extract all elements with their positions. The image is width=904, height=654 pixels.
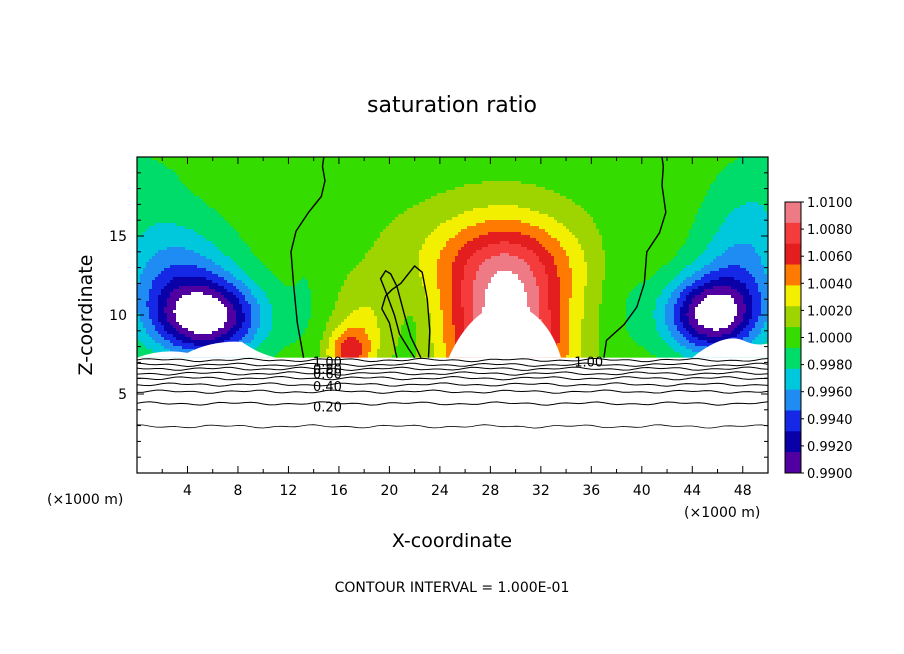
x-axis-ticks: 4 8 12 16 20 24 28 32 36 40 44 48: [161, 157, 769, 499]
colorbar-swatch: [785, 431, 801, 453]
colorbar-label: 0.9960: [807, 386, 853, 401]
colorbar-label: 0.9900: [807, 467, 853, 482]
x-tick-label: 8: [233, 483, 242, 499]
x-tick-label: 40: [633, 483, 651, 499]
x-axis-label: X-coordinate: [392, 530, 512, 552]
colorbar-swatch: [785, 306, 801, 328]
colorbar-swatch: [785, 389, 801, 411]
x-tick-label: 16: [330, 483, 348, 499]
colorbar-swatch: [785, 368, 801, 390]
x-tick-label: 44: [683, 483, 701, 499]
colorbar-label: 1.0020: [807, 304, 853, 319]
x-tick-label: 36: [582, 483, 600, 499]
contour-line: [137, 382, 768, 387]
saturation-isoline: [290, 157, 326, 358]
contour-label: 0.60: [313, 367, 342, 382]
colorbar-swatch: [785, 452, 801, 474]
contour-line: [137, 371, 768, 376]
x-tick-label: 4: [183, 483, 192, 499]
y-axis-ticks: 5 10 15: [109, 172, 768, 458]
colorbar-swatch: [785, 347, 801, 370]
x-unit-right: (×1000 m): [684, 505, 760, 521]
x-tick-label: 32: [532, 483, 550, 499]
contour-interval-label: CONTOUR INTERVAL = 1.000E-01: [335, 580, 570, 596]
x-unit-left: (×1000 m): [47, 492, 123, 508]
saturation-isoline: [379, 269, 422, 359]
colorbar-label: 1.0100: [807, 196, 853, 211]
colorbar-label: 0.9920: [807, 440, 853, 455]
contour-label: 0.80: [313, 363, 342, 378]
contour-line: [137, 366, 768, 372]
colorbar-swatch: [785, 222, 801, 244]
contour-line: [137, 362, 768, 368]
colorbar-swatch: [785, 285, 801, 307]
x-tick-label: 20: [380, 483, 398, 499]
colorbar-swatch: [785, 264, 801, 286]
colorbar: 1.0100 1.0080 1.0060 1.0040 1.0020 1.0000 0.99…: [784, 196, 853, 482]
contour-line: [137, 389, 768, 394]
saturation-isoline: [603, 157, 667, 358]
contour-label: 0.40: [313, 380, 342, 395]
colorbar-label: 0.9940: [807, 413, 853, 428]
contour-label: 1.00: [574, 355, 603, 370]
y-axis-label: Z-coordinate: [75, 255, 97, 376]
contour-label: 0.20: [313, 400, 342, 415]
y-tick-label: 15: [109, 229, 127, 245]
saturation-isoline: [381, 265, 431, 358]
lower-contour-region: 1.000.800.600.400.201.00: [137, 157, 768, 473]
colorbar-label: 0.9980: [807, 359, 853, 374]
colorbar-label: 1.0060: [807, 250, 853, 265]
y-tick-label: 5: [118, 387, 127, 403]
chart-title: saturation ratio: [367, 93, 537, 118]
contour-line: [137, 401, 768, 406]
y-tick-label: 10: [109, 308, 127, 324]
contour-line: [137, 357, 768, 363]
colorbar-label: 1.0040: [807, 277, 853, 292]
x-tick-label: 28: [481, 483, 499, 499]
x-tick-label: 48: [734, 483, 752, 499]
saturation-field: [137, 157, 768, 359]
colorbar-swatch: [785, 410, 801, 432]
contour-line: [137, 424, 768, 429]
contour-line: [137, 375, 768, 381]
colorbar-swatch: [785, 202, 801, 224]
x-tick-label: 24: [431, 483, 449, 499]
colorbar-label: 1.0080: [807, 223, 853, 238]
x-tick-label: 12: [280, 483, 298, 499]
colorbar-swatch: [785, 327, 801, 349]
colorbar-label: 1.0000: [807, 332, 853, 347]
contour-label: 1.00: [313, 355, 342, 370]
colorbar-swatch: [785, 243, 801, 265]
